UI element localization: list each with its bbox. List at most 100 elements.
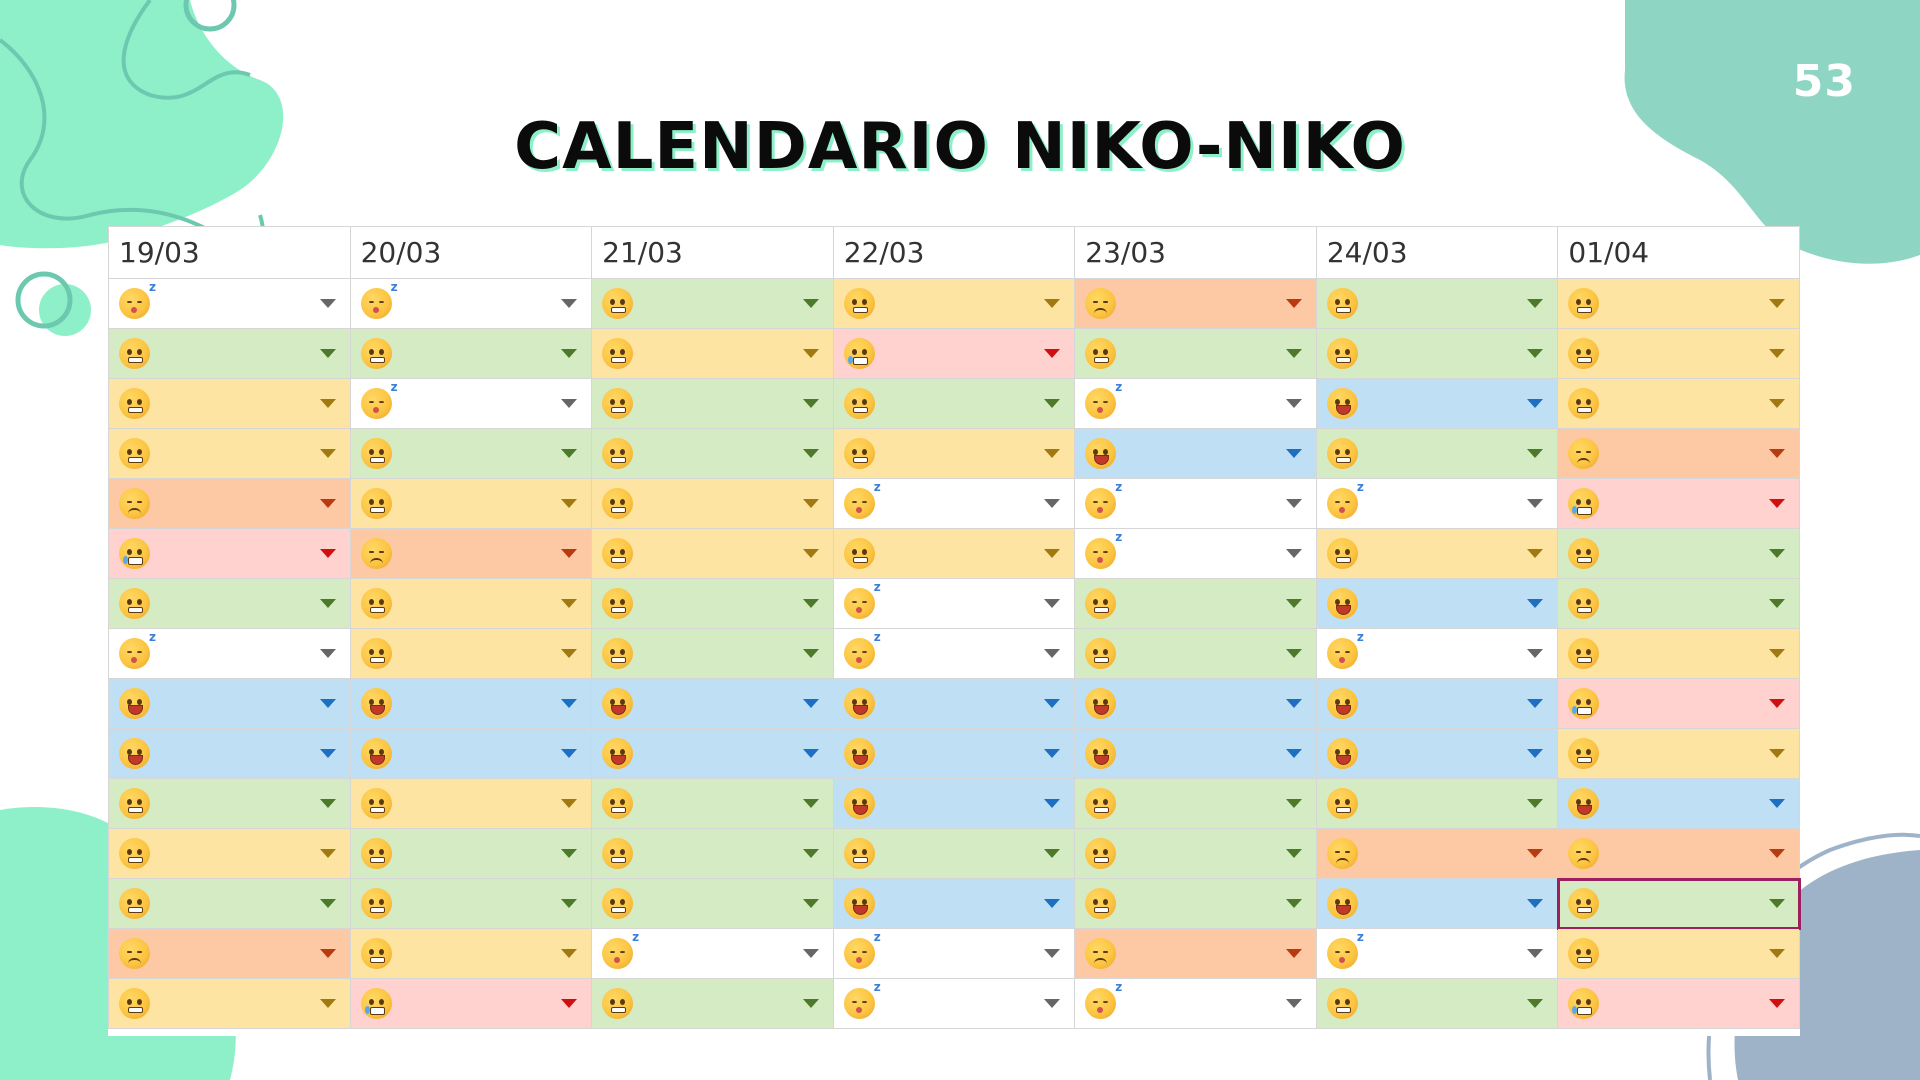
dropdown-arrow-icon[interactable] (1527, 299, 1544, 308)
mood-dropdown[interactable] (351, 729, 592, 778)
mood-dropdown[interactable] (109, 829, 350, 878)
mood-cell[interactable] (349, 478, 593, 529)
dropdown-arrow-icon[interactable] (1285, 449, 1302, 458)
mood-cell[interactable] (1557, 678, 1800, 729)
mood-cell[interactable] (108, 478, 351, 529)
mood-dropdown[interactable]: z (592, 929, 833, 978)
mood-dropdown[interactable] (1317, 879, 1558, 928)
column-header[interactable]: 21/03 (591, 226, 834, 279)
dropdown-arrow-icon[interactable] (561, 299, 578, 308)
dropdown-arrow-icon[interactable] (561, 899, 578, 908)
dropdown-arrow-icon[interactable] (319, 799, 336, 808)
mood-dropdown[interactable] (1317, 979, 1558, 1028)
dropdown-arrow-icon[interactable] (1769, 399, 1785, 408)
dropdown-arrow-icon[interactable] (1527, 599, 1544, 608)
dropdown-arrow-icon[interactable] (1769, 749, 1785, 758)
dropdown-arrow-icon[interactable] (1044, 799, 1061, 808)
mood-dropdown[interactable] (592, 679, 833, 728)
mood-dropdown[interactable] (592, 629, 833, 678)
mood-cell[interactable]: z (1315, 478, 1559, 529)
mood-dropdown[interactable] (109, 579, 350, 628)
dropdown-arrow-icon[interactable] (1044, 349, 1061, 358)
dropdown-arrow-icon[interactable] (1527, 649, 1544, 658)
mood-dropdown[interactable] (834, 879, 1075, 928)
mood-cell[interactable] (108, 828, 351, 879)
mood-cell[interactable] (591, 528, 834, 579)
mood-dropdown[interactable] (1317, 329, 1558, 378)
dropdown-arrow-icon[interactable] (1527, 499, 1544, 508)
mood-cell[interactable] (108, 378, 351, 429)
column-header[interactable]: 19/03 (108, 226, 351, 279)
mood-cell[interactable] (1074, 728, 1317, 779)
mood-cell[interactable] (591, 828, 834, 879)
mood-dropdown[interactable] (592, 529, 833, 578)
mood-cell[interactable] (591, 428, 834, 479)
mood-dropdown[interactable] (1075, 829, 1316, 878)
dropdown-arrow-icon[interactable] (1527, 999, 1544, 1008)
mood-dropdown[interactable] (834, 829, 1075, 878)
mood-cell[interactable] (349, 978, 593, 1029)
mood-cell[interactable] (349, 678, 593, 729)
mood-cell[interactable] (349, 428, 593, 479)
mood-dropdown[interactable]: z (1075, 529, 1316, 578)
mood-cell[interactable] (349, 328, 593, 379)
mood-dropdown[interactable]: z (1075, 479, 1316, 528)
mood-dropdown[interactable] (1075, 329, 1316, 378)
mood-cell[interactable] (1315, 828, 1559, 879)
column-header[interactable]: 23/03 (1074, 226, 1317, 279)
mood-dropdown[interactable] (592, 879, 833, 928)
mood-dropdown[interactable] (834, 329, 1075, 378)
mood-cell[interactable]: z (349, 378, 593, 429)
dropdown-arrow-icon[interactable] (1285, 299, 1302, 308)
mood-cell[interactable] (1557, 378, 1800, 429)
mood-cell[interactable] (1315, 728, 1559, 779)
mood-dropdown[interactable] (1075, 429, 1316, 478)
dropdown-arrow-icon[interactable] (1769, 449, 1785, 458)
mood-cell[interactable] (832, 878, 1076, 929)
mood-dropdown[interactable] (834, 779, 1075, 828)
mood-dropdown[interactable] (351, 579, 592, 628)
dropdown-arrow-icon[interactable] (1285, 549, 1302, 558)
dropdown-arrow-icon[interactable] (1769, 299, 1785, 308)
dropdown-arrow-icon[interactable] (1044, 649, 1061, 658)
mood-dropdown[interactable]: z (1317, 929, 1558, 978)
mood-dropdown[interactable] (351, 679, 592, 728)
mood-dropdown[interactable]: z (351, 279, 592, 328)
dropdown-arrow-icon[interactable] (1285, 899, 1302, 908)
mood-cell[interactable] (1315, 278, 1559, 329)
mood-cell[interactable] (1315, 578, 1559, 629)
mood-dropdown[interactable] (834, 679, 1075, 728)
mood-dropdown[interactable] (1558, 829, 1799, 878)
mood-cell[interactable]: z (591, 928, 834, 979)
mood-dropdown[interactable] (109, 379, 350, 428)
mood-cell[interactable] (1074, 928, 1317, 979)
mood-cell[interactable]: z (1315, 928, 1559, 979)
dropdown-arrow-icon[interactable] (561, 399, 578, 408)
dropdown-arrow-icon[interactable] (1527, 699, 1544, 708)
mood-dropdown[interactable] (592, 979, 833, 1028)
dropdown-arrow-icon[interactable] (802, 599, 819, 608)
mood-dropdown[interactable]: z (834, 629, 1075, 678)
mood-cell[interactable] (832, 378, 1076, 429)
dropdown-arrow-icon[interactable] (1527, 799, 1544, 808)
mood-dropdown[interactable] (109, 529, 350, 578)
dropdown-arrow-icon[interactable] (1769, 599, 1785, 608)
mood-cell[interactable] (349, 628, 593, 679)
dropdown-arrow-icon[interactable] (1044, 999, 1061, 1008)
mood-dropdown[interactable] (1075, 929, 1316, 978)
dropdown-arrow-icon[interactable] (1285, 799, 1302, 808)
dropdown-arrow-icon[interactable] (1285, 599, 1302, 608)
dropdown-arrow-icon[interactable] (1769, 499, 1785, 508)
mood-dropdown[interactable] (351, 979, 592, 1028)
dropdown-arrow-icon[interactable] (802, 649, 819, 658)
mood-dropdown[interactable] (592, 829, 833, 878)
dropdown-arrow-icon[interactable] (561, 999, 578, 1008)
dropdown-arrow-icon[interactable] (1044, 399, 1061, 408)
mood-dropdown[interactable] (1317, 529, 1558, 578)
mood-cell[interactable] (832, 678, 1076, 729)
mood-dropdown[interactable] (1558, 779, 1799, 828)
mood-cell[interactable] (108, 778, 351, 829)
dropdown-arrow-icon[interactable] (802, 699, 819, 708)
mood-cell[interactable] (108, 328, 351, 379)
mood-dropdown[interactable]: z (834, 579, 1075, 628)
